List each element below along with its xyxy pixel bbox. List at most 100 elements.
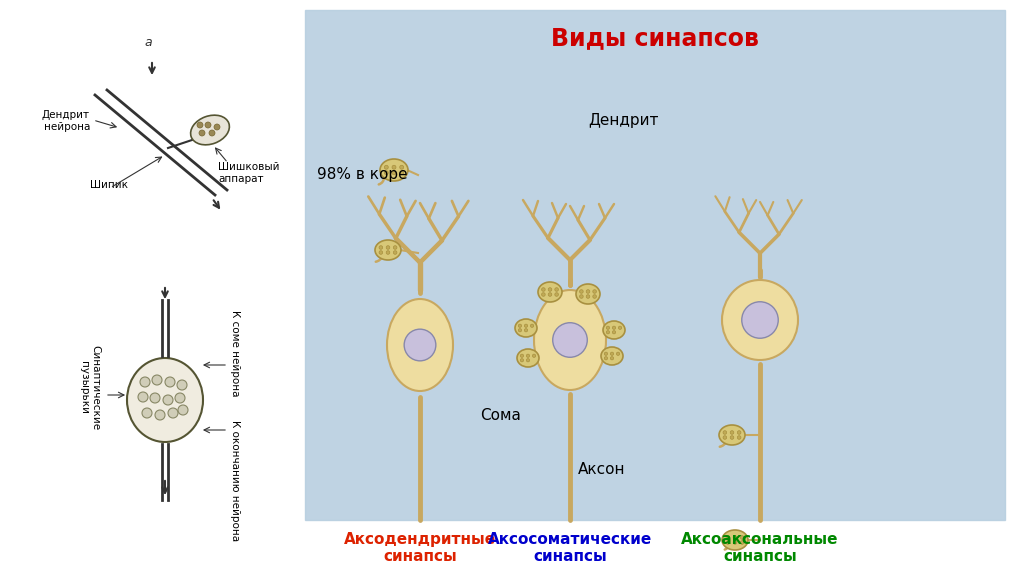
Ellipse shape [601,347,623,365]
Circle shape [524,324,527,327]
Ellipse shape [517,349,539,367]
Circle shape [612,331,615,334]
Ellipse shape [538,282,562,302]
Circle shape [555,293,558,296]
Circle shape [730,431,734,434]
Circle shape [520,359,523,362]
Text: Дендрит
нейрона: Дендрит нейрона [42,110,90,132]
Circle shape [152,375,162,385]
Text: Шишковый
аппарат: Шишковый аппарат [218,162,280,184]
Circle shape [163,395,173,405]
Circle shape [555,287,558,291]
Text: 98% в коре: 98% в коре [317,168,408,183]
Circle shape [610,352,613,355]
Circle shape [386,251,390,254]
Circle shape [399,170,403,175]
Circle shape [168,408,178,418]
Ellipse shape [375,240,401,260]
Ellipse shape [603,321,625,339]
Circle shape [379,251,383,254]
Circle shape [612,326,615,329]
Text: Аксон: Аксон [578,463,626,478]
Text: Сома: Сома [480,407,521,423]
Circle shape [542,293,545,296]
Circle shape [392,170,396,175]
Text: Синаптические
пузырьки: Синаптические пузырьки [79,345,100,430]
Circle shape [737,431,741,434]
Text: Виды синапсов: Виды синапсов [551,26,759,50]
Circle shape [175,393,185,403]
Circle shape [386,246,390,249]
Circle shape [393,251,397,254]
Circle shape [606,326,609,329]
Ellipse shape [719,425,745,445]
Circle shape [723,435,727,439]
Circle shape [532,354,536,357]
Circle shape [730,435,734,439]
Circle shape [404,329,436,361]
Text: Аксоаксональные
синапсы: Аксоаксональные синапсы [681,532,839,564]
Circle shape [604,352,607,355]
Circle shape [606,331,609,334]
Ellipse shape [387,299,453,391]
Text: Аксодендритные
синапсы: Аксодендритные синапсы [344,532,496,564]
Ellipse shape [515,319,537,337]
Text: Дендрит: Дендрит [588,112,658,127]
Circle shape [726,541,730,544]
Circle shape [733,541,737,544]
Circle shape [526,354,529,357]
Circle shape [553,323,588,357]
Text: Аксосоматические
синапсы: Аксосоматические синапсы [487,532,652,564]
Circle shape [379,246,383,249]
Circle shape [177,380,187,390]
Circle shape [518,329,521,332]
Circle shape [548,287,552,291]
Circle shape [586,295,590,298]
Circle shape [733,536,737,539]
Circle shape [740,541,744,544]
Circle shape [580,295,584,298]
Circle shape [740,536,744,539]
Circle shape [604,357,607,360]
Circle shape [214,124,220,130]
Circle shape [138,392,148,402]
Circle shape [392,165,396,169]
Circle shape [542,287,545,291]
Circle shape [140,377,150,387]
Text: К окончанию нейрона: К окончанию нейрона [230,420,240,541]
Bar [305,10,1005,520]
Circle shape [586,290,590,293]
Circle shape [520,354,523,357]
Circle shape [610,357,613,360]
Text: К соме нейрона: К соме нейрона [230,310,240,396]
Circle shape [384,165,388,169]
Circle shape [548,293,552,296]
Ellipse shape [722,280,798,360]
Circle shape [526,359,529,362]
Ellipse shape [575,284,600,304]
Text: Шипик: Шипик [90,180,128,190]
Text: а: а [144,36,152,48]
Circle shape [205,122,211,128]
Circle shape [593,295,596,298]
Circle shape [209,130,215,136]
Circle shape [618,326,622,329]
Circle shape [726,536,730,539]
Circle shape [197,122,203,128]
Ellipse shape [127,358,203,442]
Circle shape [524,329,527,332]
Circle shape [155,410,165,420]
Circle shape [178,405,188,415]
Circle shape [384,170,388,175]
Circle shape [199,130,205,136]
Circle shape [593,290,596,293]
Ellipse shape [534,290,606,390]
Circle shape [399,165,403,169]
Ellipse shape [380,159,408,181]
Circle shape [737,435,741,439]
Ellipse shape [190,115,229,145]
Circle shape [142,408,152,418]
Circle shape [580,290,584,293]
Circle shape [616,352,620,355]
Circle shape [530,324,534,327]
